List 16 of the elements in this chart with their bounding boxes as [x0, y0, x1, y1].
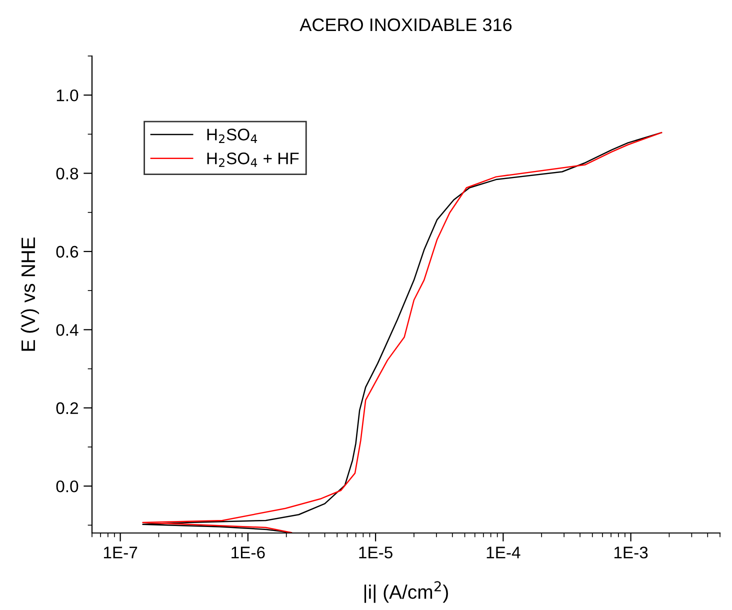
chart-title: ACERO INOXIDABLE 316: [300, 18, 512, 32]
y-tick-label: 0.4: [56, 324, 78, 336]
y-tick-label: 0.6: [56, 246, 78, 258]
y-axis-title: E (V) vs NHE: [20, 238, 39, 351]
x-tick-label: 1E-7: [104, 546, 138, 558]
legend-label: H$_{2}$SO$_{4}$ + HF: [207, 152, 299, 167]
y-tick-label: 0.2: [56, 402, 78, 414]
legend-label: H$_{2}$SO$_{4}$: [207, 128, 258, 144]
x-tick-label: 1E-6: [232, 546, 265, 558]
y-tick-label: 1.0: [56, 90, 78, 102]
y-tick-label: 0.0: [56, 480, 78, 492]
x-tick-label: 1E-4: [486, 546, 520, 558]
x-axis-title: |i| (A/cm$^{2}$): [364, 581, 448, 603]
y-tick-label: 0.8: [56, 168, 78, 180]
x-tick-label: 1E-3: [614, 546, 648, 558]
x-tick-label: 1E-5: [359, 546, 392, 558]
